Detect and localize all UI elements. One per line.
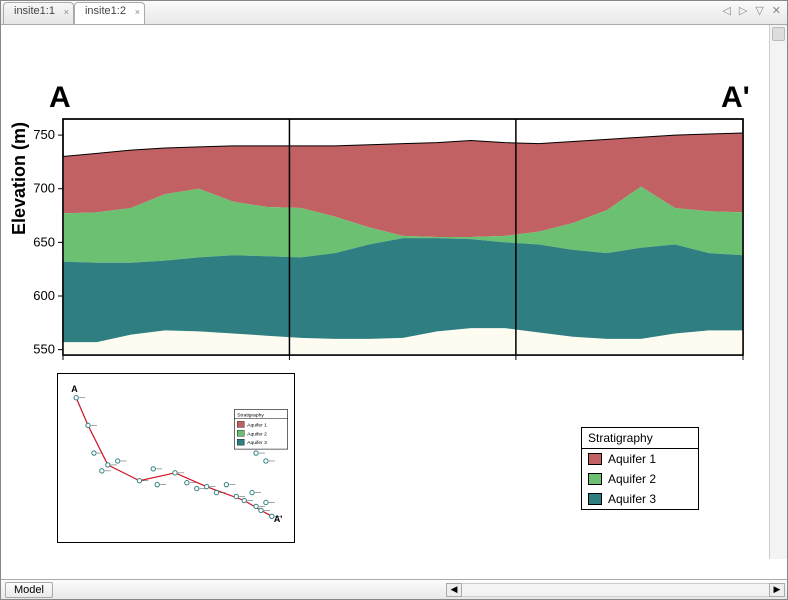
tab-menu-icon[interactable]: ▽ — [755, 4, 763, 17]
minimap-chart: A A' Stratigraphy Aquifer 1 Aquifer 2 Aquifer… — [58, 374, 294, 542]
content-area: A A' Elevation (m) 550 600 650 700 750 A A' St… — [1, 25, 787, 579]
horizontal-scrollbar[interactable]: ◀ ▶ — [446, 582, 785, 597]
tab-next-icon[interactable]: ▷ — [739, 4, 747, 17]
svg-text:A': A' — [274, 514, 283, 524]
y-axis-label: Elevation (m) — [9, 122, 30, 235]
svg-text:Aquifer 3: Aquifer 3 — [247, 440, 267, 446]
legend-swatch-icon — [588, 473, 602, 485]
legend-box: Stratigraphy Aquifer 1 Aquifer 2 Aquifer 3 — [581, 427, 699, 510]
section-label-a-prime: A' — [721, 81, 750, 115]
legend-item: Aquifer 3 — [582, 489, 698, 509]
svg-text:Aquifer 2: Aquifer 2 — [247, 431, 267, 437]
svg-text:550: 550 — [33, 342, 55, 357]
tab-prev-icon[interactable]: ◁ — [722, 4, 730, 17]
svg-text:600: 600 — [33, 288, 55, 303]
cross-section-chart: 550 600 650 700 750 — [31, 115, 751, 363]
svg-text:Aquifer 1: Aquifer 1 — [247, 422, 267, 428]
svg-text:A: A — [71, 384, 78, 394]
svg-text:750: 750 — [33, 127, 55, 142]
tab-insite1-2[interactable]: insite1:2× — [74, 2, 145, 24]
scroll-right-icon[interactable]: ▶ — [769, 583, 785, 597]
section-label-a: A — [49, 81, 71, 115]
status-bar: Model ◀ ▶ — [1, 579, 787, 599]
legend-item: Aquifer 2 — [582, 469, 698, 489]
legend-item: Aquifer 1 — [582, 449, 698, 469]
minimap-panel: A A' Stratigraphy Aquifer 1 Aquifer 2 Aquifer… — [57, 373, 295, 543]
legend-swatch-icon — [588, 453, 602, 465]
tab-bar: insite1:1×insite1:2× ◁ ▷ ▽ ✕ — [1, 1, 787, 25]
scrollbar-thumb-icon[interactable] — [772, 27, 785, 41]
legend-label: Aquifer 1 — [608, 452, 656, 466]
legend-label: Aquifer 3 — [608, 492, 656, 506]
vertical-scrollbar[interactable] — [769, 25, 787, 559]
tabbar-controls: ◁ ▷ ▽ ✕ — [722, 4, 781, 17]
legend-title: Stratigraphy — [582, 428, 698, 449]
plot-area: A A' Elevation (m) 550 600 650 700 750 A A' St… — [1, 25, 769, 579]
tab-close-icon[interactable]: × — [135, 7, 140, 17]
tab-close-all-icon[interactable]: ✕ — [772, 4, 781, 17]
svg-text:650: 650 — [33, 234, 55, 249]
tab-insite1-1[interactable]: insite1:1× — [3, 2, 74, 24]
scroll-track[interactable] — [462, 583, 769, 597]
scroll-left-icon[interactable]: ◀ — [446, 583, 462, 597]
legend-swatch-icon — [588, 493, 602, 505]
model-button[interactable]: Model — [5, 582, 53, 598]
svg-text:700: 700 — [33, 181, 55, 196]
tab-close-icon[interactable]: × — [64, 7, 69, 17]
app-window: insite1:1×insite1:2× ◁ ▷ ▽ ✕ A A' Elevat… — [0, 0, 788, 600]
svg-text:Stratigraphy: Stratigraphy — [237, 412, 264, 418]
legend-label: Aquifer 2 — [608, 472, 656, 486]
